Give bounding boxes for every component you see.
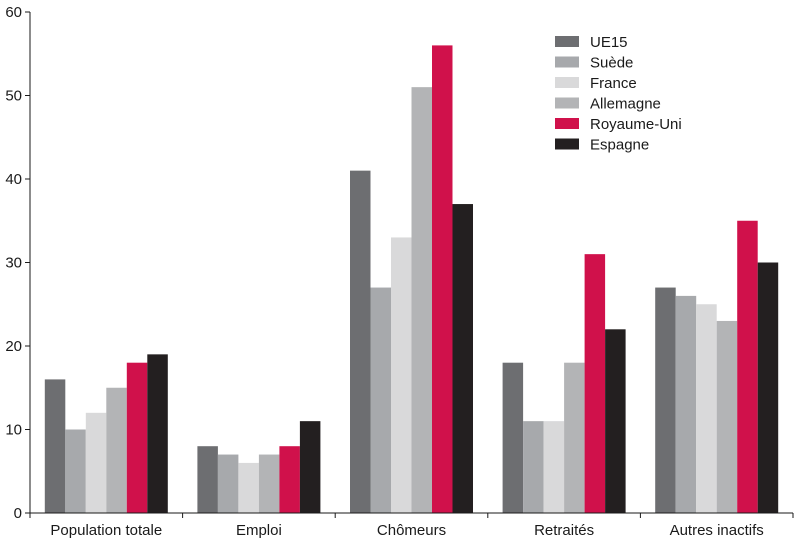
bar-france-3 — [543, 421, 565, 513]
bar-espagne-3 — [605, 329, 626, 513]
bar-espagne-2 — [452, 204, 473, 514]
legend-label: Suède — [590, 55, 633, 72]
legend-swatch — [555, 77, 579, 88]
bar-espagne-0 — [147, 354, 168, 513]
bar-allemagne-4 — [716, 320, 738, 513]
legend-label: Allemagne — [590, 96, 661, 113]
bar-france-4 — [696, 304, 717, 513]
x-category-label: Autres inactifs — [670, 522, 764, 539]
legend-swatch — [555, 118, 579, 129]
legend-swatch — [555, 36, 579, 47]
bar-france-0 — [85, 412, 107, 513]
legend-label: Royaume-Uni — [590, 116, 682, 133]
y-tick-label: 20 — [5, 338, 22, 355]
bar-ue15-0 — [44, 379, 66, 513]
bar-su-de-1 — [217, 454, 239, 513]
legend-label: Espagne — [590, 137, 649, 154]
x-category-label: Retraités — [534, 522, 594, 539]
x-axis-labels: Population totale Emploi Chômeurs Retraités… — [29, 513, 794, 539]
bar-royaume-uni-2 — [432, 45, 453, 514]
x-category-label: Population totale — [50, 522, 162, 539]
legend-swatch — [555, 138, 579, 150]
y-tick-label: 60 — [5, 4, 22, 21]
bar-allemagne-3 — [564, 362, 585, 513]
bar-royaume-uni-4 — [737, 220, 758, 513]
bar-royaume-uni-0 — [126, 362, 148, 513]
bar-su-de-3 — [523, 421, 544, 513]
y-tick-label: 30 — [5, 255, 22, 272]
bar-allemagne-0 — [106, 387, 127, 513]
legend-swatch — [555, 97, 579, 109]
bar-su-de-4 — [675, 295, 697, 513]
bar-ue15-3 — [502, 362, 524, 513]
bar-allemagne-1 — [258, 454, 280, 513]
legend-label: UE15 — [590, 34, 628, 51]
legend: UE15 Suède France Allemagne Royaume-Uni Espag… — [555, 34, 682, 154]
bar-ue15-1 — [197, 446, 218, 513]
y-axis-ticks: 0 10 20 30 40 50 60 — [5, 4, 30, 522]
bar-ue15-4 — [655, 287, 676, 513]
bar-royaume-uni-3 — [584, 254, 606, 513]
bar-espagne-1 — [299, 421, 321, 513]
x-category-label: Emploi — [236, 522, 282, 539]
bar-su-de-2 — [370, 287, 391, 513]
bars — [44, 45, 779, 514]
y-tick-label: 10 — [5, 422, 22, 439]
bar-ue15-2 — [350, 170, 371, 513]
y-tick-label: 0 — [14, 505, 22, 522]
bar-france-1 — [238, 462, 259, 513]
y-tick-label: 50 — [5, 88, 22, 105]
legend-label: France — [590, 75, 637, 92]
x-category-label: Chômeurs — [377, 522, 446, 539]
legend-swatch — [555, 56, 579, 68]
bar-france-2 — [391, 237, 412, 513]
bar-allemagne-2 — [411, 87, 432, 514]
bar-royaume-uni-1 — [279, 446, 300, 513]
y-tick-label: 40 — [5, 171, 22, 188]
bar-su-de-0 — [65, 429, 86, 513]
bar-espagne-4 — [757, 262, 779, 513]
